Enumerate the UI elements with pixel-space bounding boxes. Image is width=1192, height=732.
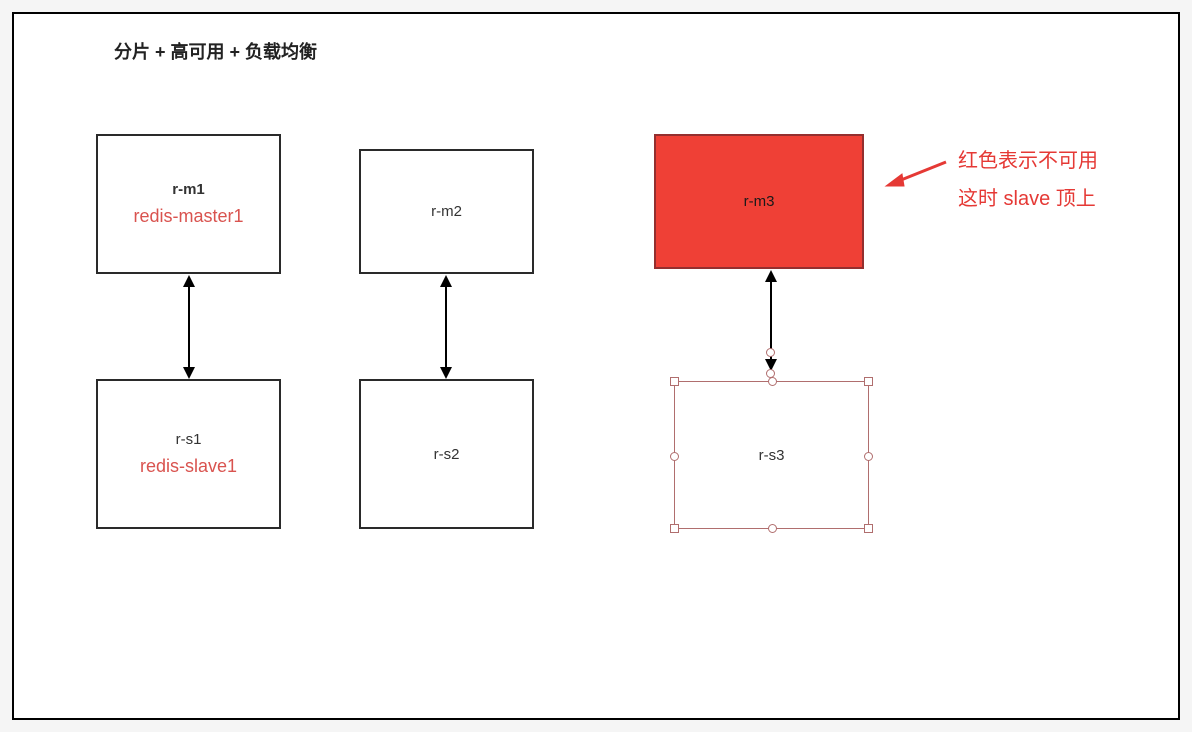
node-label: r-m2 — [431, 203, 462, 220]
node-label: r-s3 — [759, 447, 785, 464]
node-sublabel: redis-slave1 — [140, 456, 237, 477]
connector-handle — [766, 369, 775, 378]
selection-handle[interactable] — [768, 524, 777, 533]
selection-handle[interactable] — [864, 377, 873, 386]
annotation-text: 红色表示不可用 这时 slave 顶上 — [958, 142, 1098, 218]
node-r-m2: r-m2 — [359, 149, 534, 274]
selection-handle[interactable] — [670, 524, 679, 533]
node-r-m3: r-m3 — [654, 134, 864, 269]
diagram-title: 分片 + 高可用 + 负载均衡 — [114, 38, 317, 64]
selection-handle[interactable] — [670, 377, 679, 386]
node-label: r-m3 — [744, 193, 775, 210]
annotation-line-1: 红色表示不可用 — [958, 142, 1098, 180]
selection-handle[interactable] — [864, 524, 873, 533]
node-r-s2: r-s2 — [359, 379, 534, 529]
node-sublabel: redis-master1 — [133, 206, 243, 227]
node-label: r-m1 — [172, 181, 205, 198]
selection-handle[interactable] — [864, 452, 873, 461]
selection-handle[interactable] — [670, 452, 679, 461]
annotation-arrow-icon — [882, 154, 952, 194]
node-label: r-s1 — [176, 431, 202, 448]
selection-handle[interactable] — [768, 377, 777, 386]
diagram-canvas: 分片 + 高可用 + 负载均衡 r-m1 redis-master1 r-m2 … — [12, 12, 1180, 720]
annotation-line-2: 这时 slave 顶上 — [958, 180, 1098, 218]
connector-handle — [766, 348, 775, 357]
node-r-s3[interactable]: r-s3 — [674, 381, 869, 529]
node-r-s1: r-s1 redis-slave1 — [96, 379, 281, 529]
node-label: r-s2 — [434, 446, 460, 463]
node-r-m1: r-m1 redis-master1 — [96, 134, 281, 274]
